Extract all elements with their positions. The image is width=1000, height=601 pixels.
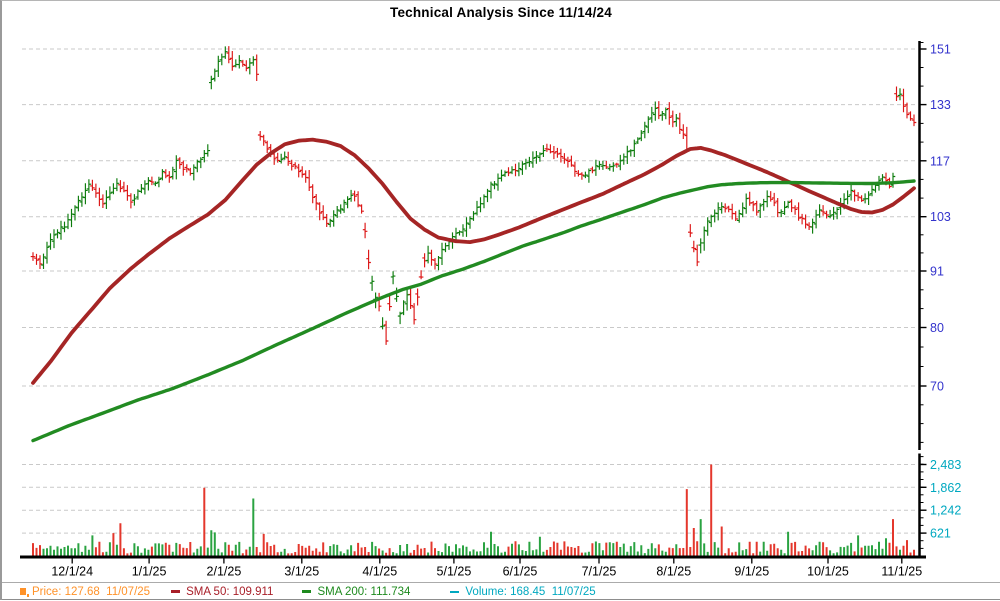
volume-up-bars: [42, 498, 901, 556]
month-label: 2/1/25: [207, 565, 242, 579]
volume-tick-label: 1,242: [930, 504, 961, 518]
sma50-swatch-icon: [171, 590, 181, 593]
month-label: 6/1/25: [503, 565, 538, 579]
price-tick-label: 91: [930, 265, 944, 279]
chart-title: Technical Analysis Since 11/14/24: [390, 5, 612, 20]
legend-sma50-label: SMA 50: 109.911: [186, 585, 274, 598]
up-bars: [41, 46, 903, 330]
price-tick-label: 70: [930, 380, 944, 394]
legend-sma200-label: SMA 200: 111.734: [317, 585, 411, 598]
month-label: 8/1/25: [656, 565, 691, 579]
x-axis: 12/1/24 1/1/25 2/1/25 3/1/25 4/1/25 5/1/25 6/1…: [20, 555, 926, 579]
month-label: 10/1/25: [807, 565, 849, 579]
chart-legend: Price: 127.68 11/07/25 SMA 50: 109.911 S…: [20, 584, 596, 599]
price-swatch-icon: [20, 588, 26, 595]
volume-tick-label: 2,483: [930, 458, 961, 472]
month-label: 11/1/25: [881, 565, 922, 579]
volume-down-bars: [32, 464, 915, 556]
month-label: 1/1/25: [132, 565, 167, 579]
gridlines: [22, 48, 917, 534]
price-bars: [30, 46, 917, 345]
month-label: 12/1/24: [51, 565, 93, 579]
sma200-swatch-icon: [302, 590, 312, 593]
volume-tick-label: 621: [930, 527, 951, 541]
legend-item-sma200: SMA 200: 111.734: [302, 586, 410, 598]
price-tick-label: 117: [930, 154, 950, 168]
price-tick-label: 133: [930, 98, 951, 112]
month-label: 4/1/25: [362, 565, 397, 579]
x-axis-line: [20, 555, 926, 559]
legend-separator-line: [2, 582, 1000, 583]
month-label: 9/1/25: [734, 565, 769, 579]
month-label: 7/1/25: [582, 565, 617, 579]
volume-swatch-icon: [450, 590, 460, 593]
price-tick-label: 80: [930, 321, 944, 335]
price-tick-label: 151: [930, 43, 951, 57]
sma200-line: [31, 179, 916, 443]
volume-bars: [32, 464, 915, 556]
down-bars: [30, 46, 917, 345]
legend-price-label: Price: 127.68 11/07/25: [32, 585, 151, 598]
volume-tick-label: 1,862: [930, 481, 961, 495]
month-label: 5/1/25: [437, 565, 472, 579]
sma50-line: [31, 137, 916, 385]
volume-axis: 2,483 1,862 1,242 621: [918, 453, 961, 559]
legend-item-volume: Volume: 168.45 11/07/25: [450, 585, 596, 598]
legend-volume-label: Volume: 168.45 11/07/25: [465, 585, 596, 598]
price-tick-label: 103: [930, 210, 951, 224]
price-axis: 151 133 117 103 91 80 70: [918, 41, 951, 450]
month-label: 3/1/25: [284, 565, 319, 579]
legend-item-sma50: SMA 50: 109.911: [171, 586, 273, 598]
legend-item-price: Price: 127.68 11/07/25: [20, 586, 150, 598]
